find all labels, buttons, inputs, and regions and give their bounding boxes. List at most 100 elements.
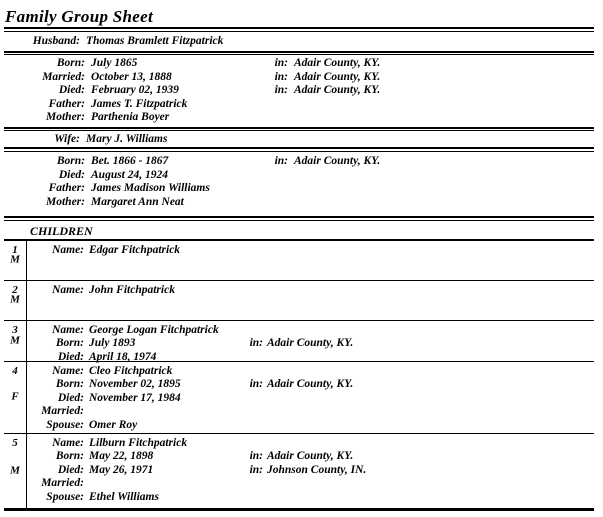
field-value: Ethel Williams <box>89 490 159 503</box>
field-value: Cleo Fitchpatrick <box>89 364 173 377</box>
field-value: Margaret Ann Neat <box>91 195 184 208</box>
detail-row: Name: Edgar Fitchpatrick <box>27 244 594 258</box>
field-value: August 24, 1924 <box>91 168 169 181</box>
child-row: 4 F Name: Cleo Fitchpatrick Born: November… <box>4 361 594 434</box>
in-value: Adair County, KY. <box>294 154 381 167</box>
field-value: James T. Fitzpatrick <box>91 97 188 110</box>
field-label: Born: <box>56 57 85 69</box>
child-number-cell: 1 M <box>4 240 27 280</box>
in-label: in: <box>274 154 288 167</box>
field-value: Lilburn Fitchpatrick <box>89 436 188 449</box>
field-label: Name: <box>52 283 84 296</box>
field-label: Married: <box>41 477 84 490</box>
child-number: 4 <box>12 364 18 377</box>
detail-row: Died: February 02, 1939 in: Adair County,… <box>4 84 594 98</box>
field-value: James Madison Williams <box>91 182 210 195</box>
family-group-sheet: Family Group Sheet Husband: Thomas Bramle… <box>4 0 594 513</box>
field-value: February 02, 1939 <box>91 84 179 97</box>
detail-row: Name: John Fitchpatrick <box>27 284 594 298</box>
field-label: Born: <box>55 378 84 391</box>
detail-row: Father: James Madison Williams <box>4 182 594 196</box>
field-value: April 18, 1974 <box>89 350 157 363</box>
field-label: Died: <box>58 84 85 97</box>
child-row: 5 M Name: Lilburn Fitchpatrick Born: May 2… <box>4 433 594 509</box>
field-value: November 02, 1895 <box>89 378 181 391</box>
field-label: Mother: <box>46 195 85 208</box>
field-label: Died: <box>57 350 84 363</box>
in-label: in: <box>249 450 263 463</box>
child-details: Name: Lilburn Fitchpatrick Born: May 22, 1… <box>27 434 594 508</box>
divider-rule <box>4 238 594 241</box>
field-label: Spouse: <box>46 490 84 503</box>
husband-details: Born: July 1865 in: Adair County, KY. Mar… <box>4 55 594 125</box>
in-value: Adair County, KY. <box>294 70 381 83</box>
detail-row: Spouse: Omer Roy <box>27 419 594 433</box>
field-value: May 22, 1898 <box>89 450 154 463</box>
field-label: Died: <box>57 463 84 476</box>
child-number: 1 <box>12 243 18 256</box>
child-number: 5 <box>12 436 18 449</box>
child-sex: M <box>10 293 20 306</box>
child-number-cell: 4 F <box>4 361 27 433</box>
field-label: Father: <box>48 182 85 195</box>
child-sex: M <box>10 464 20 477</box>
detail-row: Died: May 26, 1971 in: Johnson County, IN… <box>27 464 594 478</box>
field-label: Mother: <box>46 111 85 124</box>
detail-row: Died: April 18, 1974 <box>27 351 594 365</box>
child-row: 1 M Name: Edgar Fitchpatrick <box>4 240 594 281</box>
child-number: 2 <box>12 283 18 296</box>
field-value: Edgar Fitchpatrick <box>89 243 181 256</box>
field-label: Died: <box>58 168 85 181</box>
detail-row: Spouse: Ethel Williams <box>27 491 594 505</box>
field-label: Name: <box>52 436 84 449</box>
detail-row: Mother: Margaret Ann Neat <box>4 196 594 210</box>
detail-row: Name: Cleo Fitchpatrick <box>27 365 594 379</box>
in-value: Johnson County, IN. <box>267 463 367 476</box>
field-value: George Logan Fitchpatrick <box>89 323 219 336</box>
child-sex: M <box>10 334 20 347</box>
field-label: Spouse: <box>46 418 84 431</box>
detail-row: Married: <box>27 405 594 419</box>
child-details: Name: John Fitchpatrick <box>27 281 594 320</box>
divider-rule <box>4 50 594 55</box>
child-sex: F <box>11 390 19 403</box>
field-label: Name: <box>52 243 84 256</box>
field-label: Born: <box>55 337 84 350</box>
field-value: Bet. 1866 - 1867 <box>91 154 169 167</box>
field-value: John Fitchpatrick <box>89 283 175 296</box>
child-number: 3 <box>12 323 18 336</box>
child-row: 3 M Name: George Logan Fitchpatrick Born:… <box>4 320 594 365</box>
field-value: May 26, 1971 <box>89 463 154 476</box>
in-label: in: <box>274 70 288 83</box>
wife-name: Mary J. Williams <box>86 133 168 146</box>
field-value: November 17, 1984 <box>89 391 181 404</box>
in-value: Adair County, KY. <box>294 84 381 97</box>
field-value: Omer Roy <box>89 418 138 431</box>
in-label: in: <box>249 337 263 350</box>
field-label: Father: <box>48 97 85 110</box>
page-title: Family Group Sheet <box>5 7 154 26</box>
field-value: July 1865 <box>91 57 138 69</box>
child-details: Name: Cleo Fitchpatrick Born: November 02,… <box>27 362 594 433</box>
child-details: Name: Edgar Fitchpatrick <box>27 241 594 280</box>
husband-label: Husband: <box>32 34 80 47</box>
child-number-cell: 3 M <box>4 320 27 361</box>
field-value: Parthenia Boyer <box>91 111 170 124</box>
children-section-header: CHILDREN <box>30 223 93 238</box>
bottom-rule <box>4 508 594 511</box>
in-label: in: <box>274 57 288 69</box>
field-label: Died: <box>57 391 84 404</box>
field-label: Married: <box>41 405 84 418</box>
divider-rule <box>4 147 594 152</box>
child-number-cell: 2 M <box>4 280 27 320</box>
field-label: Name: <box>52 364 84 377</box>
field-label: Born: <box>56 154 85 167</box>
divider-rule <box>4 216 594 221</box>
child-sex: M <box>10 253 20 266</box>
field-label: Born: <box>55 450 84 463</box>
field-value: October 13, 1888 <box>91 70 172 83</box>
child-number-cell: 5 M <box>4 433 27 508</box>
in-label: in: <box>274 84 288 97</box>
detail-row: Married: October 13, 1888 in: Adair Count… <box>4 71 594 85</box>
detail-row: Born: Bet. 1866 - 1867 in: Adair County, … <box>4 155 594 169</box>
